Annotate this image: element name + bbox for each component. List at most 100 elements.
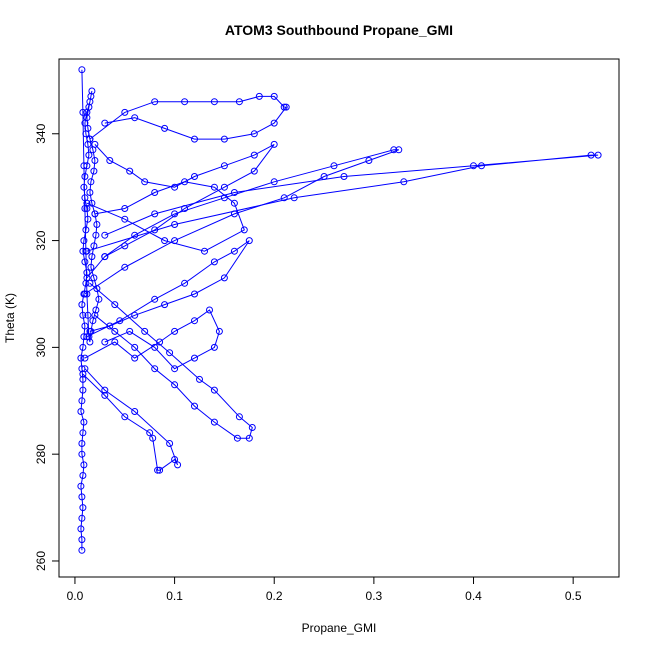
data-point (78, 301, 86, 309)
data-point (149, 434, 157, 442)
data-point (151, 343, 159, 351)
data-point (220, 274, 228, 282)
data-point (235, 98, 243, 106)
data-point (101, 386, 109, 394)
data-point (111, 338, 119, 346)
data-point (78, 536, 86, 544)
data-point (174, 461, 182, 469)
data-point (83, 290, 91, 298)
data-point (390, 146, 398, 154)
data-point (77, 408, 85, 415)
data-point (131, 311, 139, 319)
data-point (79, 247, 87, 255)
data-point (87, 92, 95, 100)
data-point (290, 194, 298, 202)
data-point (191, 135, 198, 143)
data-point (215, 327, 223, 335)
data-point (191, 354, 198, 362)
data-point (161, 124, 169, 132)
data-point (126, 327, 134, 335)
y-axis: 260 280 300 320 340 (34, 123, 60, 571)
data-point (141, 178, 149, 186)
data-point (151, 189, 159, 196)
data-point (131, 354, 139, 362)
data-point (85, 103, 93, 111)
data-point (240, 226, 248, 234)
data-point (78, 450, 86, 458)
data-point (106, 157, 114, 164)
data-point (280, 194, 288, 202)
data-point (101, 338, 109, 346)
data-point (151, 226, 159, 234)
data-point (340, 173, 348, 180)
series-line-2 (86, 240, 250, 338)
y-tick-label: 280 (34, 444, 48, 464)
series-layer (77, 66, 602, 554)
data-point (141, 327, 149, 335)
data-point (91, 157, 99, 164)
series-line-8 (94, 143, 275, 258)
data-point (248, 424, 256, 431)
data-point (220, 183, 228, 191)
data-point (83, 333, 91, 341)
data-point (395, 146, 403, 154)
data-point (86, 189, 94, 196)
data-point (91, 210, 99, 218)
data-point (191, 173, 198, 180)
data-point (470, 162, 477, 170)
data-point (245, 434, 253, 442)
data-point (478, 162, 485, 170)
data-point (86, 279, 94, 287)
data-point (201, 247, 208, 255)
data-point (181, 279, 189, 287)
y-tick-label: 300 (34, 337, 48, 357)
data-point (87, 263, 95, 271)
data-point (86, 135, 94, 143)
data-point (85, 333, 93, 341)
series-line-9 (84, 309, 220, 370)
data-point (84, 311, 92, 319)
data-point (91, 140, 99, 148)
data-point (166, 349, 174, 357)
data-point (151, 365, 159, 373)
data-point (210, 418, 218, 426)
data-point (230, 247, 238, 255)
data-point (131, 114, 139, 122)
data-point (280, 103, 288, 111)
data-point (196, 375, 203, 383)
data-point (181, 178, 189, 186)
data-point (270, 140, 278, 148)
data-point (106, 322, 114, 330)
data-point (121, 215, 129, 223)
data-point (245, 237, 253, 245)
data-point (80, 461, 88, 469)
data-point (171, 327, 179, 335)
x-axis-label: Propane_GMI (302, 621, 377, 635)
data-point (171, 456, 179, 463)
data-point (282, 103, 290, 111)
data-point (81, 365, 89, 373)
data-point (101, 119, 109, 127)
data-point (121, 108, 129, 116)
x-tick-label: 0.2 (266, 589, 283, 603)
series-line-6 (82, 368, 179, 471)
data-point (83, 247, 91, 255)
series-line-5 (89, 282, 253, 439)
data-point (230, 189, 238, 196)
data-point (151, 295, 159, 303)
y-tick-label: 260 (34, 551, 48, 571)
data-point (88, 253, 96, 261)
data-point (116, 317, 124, 325)
data-point (151, 210, 159, 218)
data-point (594, 151, 602, 159)
data-point (81, 258, 89, 266)
data-point (156, 338, 164, 346)
data-point (79, 311, 87, 319)
data-point (81, 354, 89, 362)
data-point (92, 231, 100, 239)
data-point (83, 269, 91, 277)
data-point (77, 482, 85, 490)
data-point (181, 205, 189, 212)
data-point (233, 434, 241, 442)
